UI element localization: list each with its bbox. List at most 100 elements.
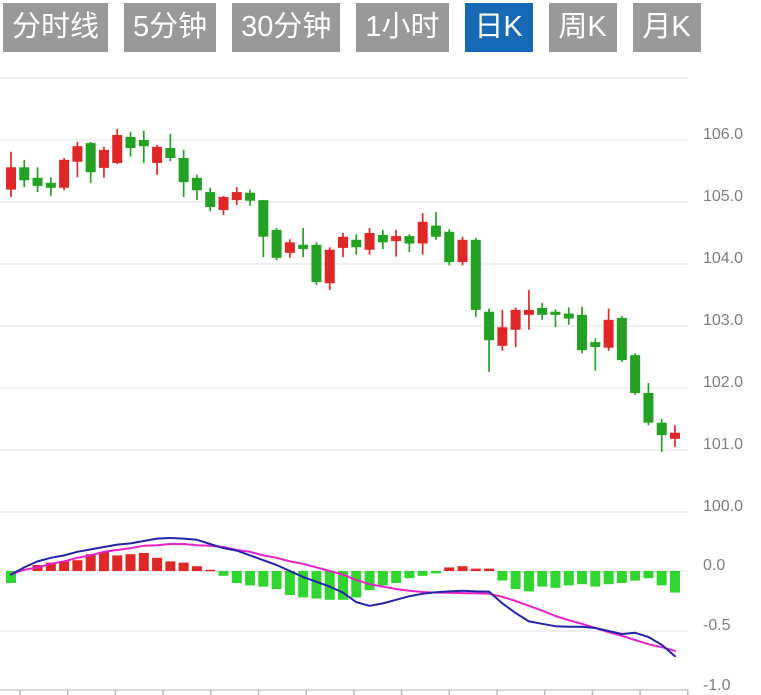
dea-line xyxy=(10,543,676,652)
macd-histogram-bar xyxy=(630,571,641,581)
candle xyxy=(152,144,163,175)
candle xyxy=(484,308,495,372)
macd-histogram-bar xyxy=(577,571,588,585)
candle xyxy=(258,200,269,258)
macd-histogram-bar xyxy=(497,571,508,581)
candle xyxy=(364,228,375,255)
macd-axis-label: -0.5 xyxy=(703,617,731,634)
candle xyxy=(603,308,614,351)
tab-timeframe-2[interactable]: 30分钟 xyxy=(232,3,341,52)
macd-histogram-bar xyxy=(550,571,561,588)
candle xyxy=(112,128,123,165)
macd-histogram-bar xyxy=(72,560,83,571)
price-axis-label: 101.0 xyxy=(703,436,743,453)
macd-histogram-bar xyxy=(125,554,136,571)
candle xyxy=(616,316,627,362)
candle xyxy=(32,167,43,193)
tab-timeframe-4[interactable]: 日K xyxy=(464,3,533,52)
candle xyxy=(444,229,455,266)
price-axis-label: 105.0 xyxy=(703,188,743,205)
candle xyxy=(138,130,149,163)
candle xyxy=(563,307,574,325)
tab-timeframe-1[interactable]: 5分钟 xyxy=(124,3,217,52)
candle xyxy=(510,307,521,348)
candle xyxy=(298,228,309,258)
tab-timeframe-0[interactable]: 分时线 xyxy=(3,3,109,52)
candle xyxy=(45,177,56,196)
macd-histogram-bar xyxy=(338,571,348,600)
macd-histogram-bar xyxy=(245,571,256,586)
candle xyxy=(470,237,481,317)
price-axis-label: 103.0 xyxy=(703,312,743,329)
macd-histogram-bar xyxy=(430,571,441,574)
candle xyxy=(338,233,348,258)
macd-histogram-bar xyxy=(284,571,295,595)
candle xyxy=(125,131,136,157)
macd-histogram-bar xyxy=(59,561,70,571)
macd-histogram-bar xyxy=(417,571,428,576)
macd-histogram-bar xyxy=(377,571,388,586)
macd-histogram-bar xyxy=(45,562,56,571)
tab-timeframe-5[interactable]: 周K xyxy=(548,3,617,52)
macd-histogram-bar xyxy=(364,571,375,591)
candle xyxy=(311,242,322,286)
macd-histogram-bar xyxy=(324,571,335,600)
macd-histogram-bar xyxy=(510,571,521,589)
candle xyxy=(191,174,202,201)
candle xyxy=(245,189,256,206)
candle xyxy=(72,141,83,178)
candle xyxy=(656,419,667,452)
macd-histogram-bar xyxy=(165,561,176,571)
macd-histogram-bar xyxy=(6,571,16,583)
macd-histogram-bar xyxy=(191,566,202,571)
price-axis-label: 100.0 xyxy=(703,498,743,515)
macd-histogram-bar xyxy=(563,571,574,586)
macd-histogram-bar xyxy=(218,571,229,576)
macd-histogram-bar xyxy=(98,551,109,571)
candle xyxy=(550,309,561,328)
macd-histogram-bar xyxy=(603,571,614,585)
macd-histogram-bar xyxy=(138,553,149,571)
dif-line xyxy=(10,537,676,658)
candle xyxy=(231,187,242,206)
candle xyxy=(497,309,508,351)
macd-histogram-bar xyxy=(616,571,627,583)
candle xyxy=(404,234,415,253)
candle xyxy=(391,229,402,257)
macd-histogram-bar xyxy=(112,555,123,571)
candle xyxy=(59,157,70,191)
candle xyxy=(19,159,30,188)
macd-histogram-bar xyxy=(590,571,601,587)
price-axis-label: 106.0 xyxy=(703,126,743,143)
macd-histogram-bar xyxy=(152,557,163,571)
candle xyxy=(430,211,441,240)
candle xyxy=(98,146,109,178)
macd-axis-label: -1.0 xyxy=(703,677,731,694)
candle xyxy=(630,353,641,395)
macd-histogram-bar xyxy=(391,571,402,583)
macd-histogram-bar xyxy=(656,571,667,586)
candle xyxy=(670,425,680,447)
candle xyxy=(417,213,428,255)
candle xyxy=(457,236,468,266)
macd-histogram-bar xyxy=(470,568,481,571)
macd-histogram-bar xyxy=(205,569,216,572)
macd-histogram-bar xyxy=(351,571,362,598)
macd-histogram-bar xyxy=(231,571,242,583)
candle xyxy=(6,151,16,198)
candle xyxy=(537,303,548,320)
tab-timeframe-6[interactable]: 月K xyxy=(632,3,701,52)
price-axis-label: 102.0 xyxy=(703,374,743,391)
tab-timeframe-3[interactable]: 1小时 xyxy=(356,3,449,52)
candle xyxy=(178,149,189,198)
candle xyxy=(577,306,588,354)
macd-histogram-bar xyxy=(178,562,189,571)
candle xyxy=(271,228,282,261)
macd-histogram-bar xyxy=(311,571,322,599)
candle xyxy=(590,338,601,371)
candle xyxy=(324,247,335,291)
timeframe-tabbar: 分时线 5分钟 30分钟 1小时 日K 周K 月K xyxy=(3,3,701,52)
macd-histogram-bar xyxy=(85,554,96,571)
macd-axis-label: 0.0 xyxy=(703,557,725,574)
